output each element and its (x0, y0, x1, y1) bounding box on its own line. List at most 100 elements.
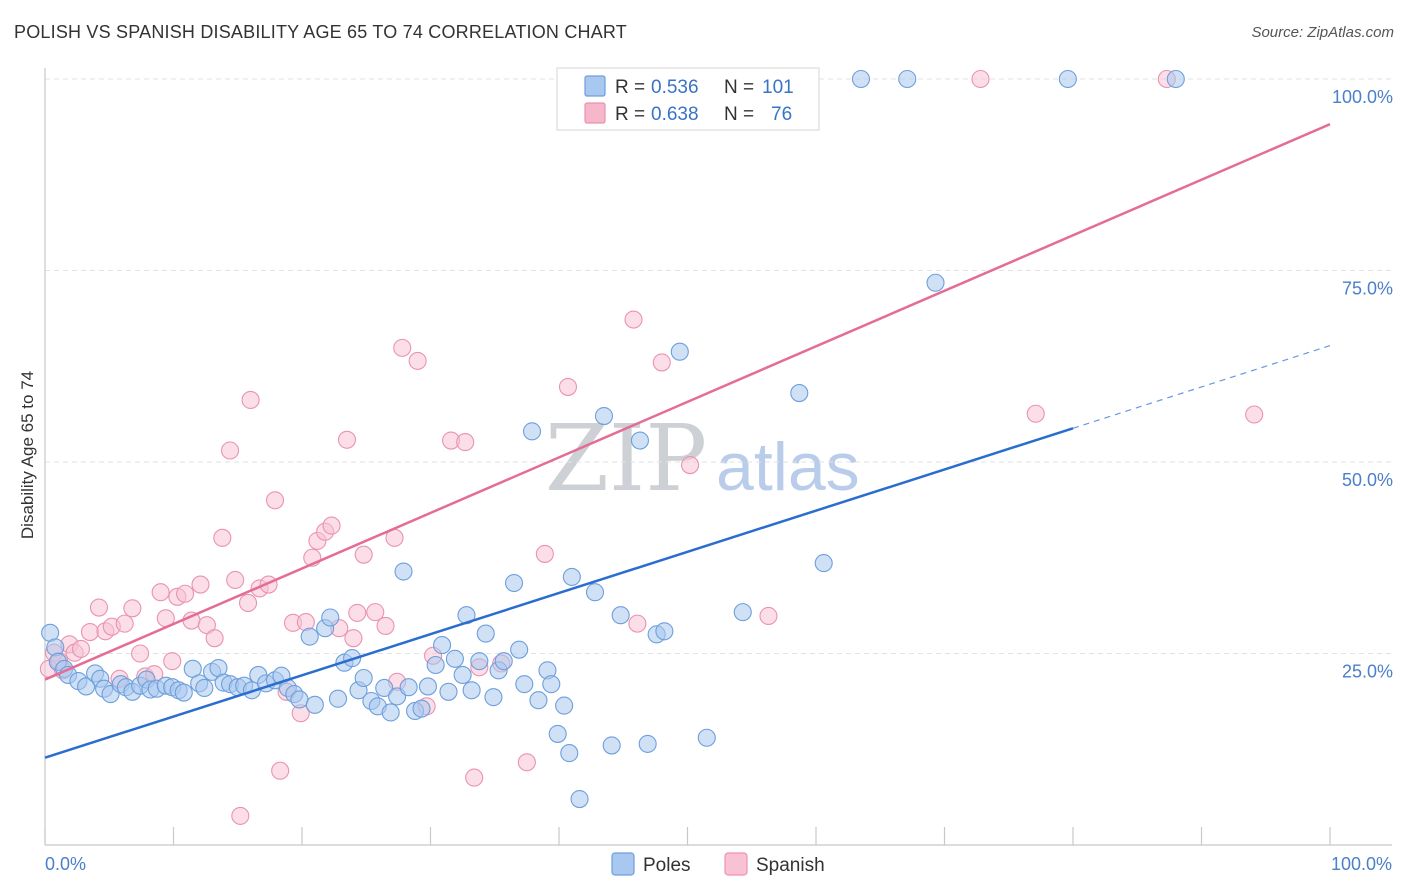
poles-point (476, 624, 495, 643)
poles-point (433, 636, 452, 655)
poles-point (733, 603, 752, 622)
poles-point (630, 431, 650, 450)
x-tick-label-min: 0.0% (45, 854, 86, 874)
spanish-point (376, 616, 395, 635)
spanish-point (265, 491, 285, 510)
poles-point (470, 652, 489, 671)
trend-lines (44, 123, 1331, 759)
spanish-point (1245, 405, 1264, 424)
spanish-point (535, 544, 554, 563)
spanish-point (176, 584, 195, 603)
poles-point (394, 562, 413, 581)
watermark-atlas: atlas (716, 429, 860, 505)
y-tick-labels: 25.0% 50.0% 75.0% 100.0% (1332, 87, 1393, 682)
series-legend: Poles Spanish (611, 852, 825, 876)
legend-item-spanish: Spanish (756, 855, 825, 876)
y-tick-label: 75.0% (1342, 279, 1393, 299)
legend-n-label-poles: N = (724, 77, 754, 98)
poles-point (926, 273, 945, 292)
y-tick-label: 100.0% (1332, 87, 1393, 107)
legend-n-value-spanish: 76 (771, 104, 792, 125)
legend-r-value-spanish: 0.638 (651, 104, 699, 125)
poles-point (594, 406, 614, 426)
spanish-point (344, 629, 363, 648)
poles-trend-line (44, 427, 1074, 759)
spanish-point (226, 570, 245, 590)
spanish-point (71, 639, 91, 658)
spanish-point (220, 441, 240, 460)
poles-point (494, 652, 513, 671)
poles-point (484, 688, 503, 707)
spanish-point (354, 545, 373, 564)
poles-point (412, 699, 431, 718)
legend-swatch-poles (584, 75, 606, 97)
poles-point (381, 703, 400, 722)
gridlines (45, 78, 1392, 654)
poles-point (560, 744, 579, 763)
legend-r-label-poles: R = (615, 77, 645, 98)
spanish-point (465, 768, 484, 787)
chart-title: POLISH VS SPANISH DISABILITY AGE 65 TO 7… (14, 22, 627, 42)
poles-point (375, 678, 394, 698)
spanish-point (408, 351, 427, 370)
legend-n-value-poles: 101 (762, 77, 794, 98)
spanish-point (131, 644, 150, 663)
spanish-point (681, 456, 700, 475)
legend-r-label-spanish: R = (615, 104, 645, 125)
spanish-trend-line (44, 123, 1331, 681)
poles-points (41, 69, 1185, 809)
spanish-point (163, 652, 182, 671)
poles-point (851, 69, 871, 89)
spanish-point (238, 593, 258, 612)
spanish-point (231, 806, 250, 825)
watermark-zip: ZIP (545, 405, 707, 512)
poles-point (1166, 69, 1185, 89)
poles-point (638, 734, 657, 753)
poles-point (585, 583, 605, 602)
spanish-point (191, 575, 210, 594)
spanish-point (456, 433, 475, 452)
legend-swatch-spanish-bottom (724, 852, 748, 876)
poles-point (445, 649, 464, 668)
spanish-point (393, 338, 412, 357)
poles-point (290, 690, 309, 709)
spanish-point (241, 390, 260, 410)
spanish-point (123, 599, 142, 618)
poles-point (174, 683, 193, 702)
poles-point (77, 677, 96, 696)
poles-point (453, 665, 472, 684)
spanish-point (971, 69, 990, 89)
spanish-point (1026, 404, 1045, 423)
poles-point (504, 573, 524, 593)
spanish-point (366, 603, 385, 622)
poles-point (697, 728, 716, 747)
poles-point (548, 724, 567, 743)
poles-point (814, 554, 833, 573)
spanish-point (348, 603, 367, 622)
spanish-point (517, 753, 536, 772)
spanish-point (652, 353, 671, 372)
spanish-point (115, 614, 134, 633)
poles-point (321, 608, 340, 627)
spanish-point (205, 629, 224, 648)
legend-swatch-poles-bottom (611, 852, 635, 876)
poles-point (1058, 69, 1077, 89)
watermark: ZIP atlas (545, 405, 860, 512)
poles-point (510, 640, 529, 659)
spanish-point (151, 583, 170, 602)
poles-point (611, 606, 630, 625)
spanish-point (337, 430, 357, 449)
poles-point (529, 691, 548, 710)
poles-point (300, 627, 319, 646)
spanish-point (759, 606, 778, 626)
spanish-point (89, 598, 109, 617)
poles-point (426, 655, 445, 675)
poles-point (305, 695, 324, 714)
legend-swatch-spanish (584, 102, 606, 124)
poles-point (898, 69, 917, 89)
spanish-point (322, 516, 341, 535)
spanish-point (271, 761, 290, 780)
correlation-legend: R = 0.536 N = 101 R = 0.638 N = 76 (556, 67, 820, 131)
y-tick-label: 25.0% (1342, 662, 1393, 682)
